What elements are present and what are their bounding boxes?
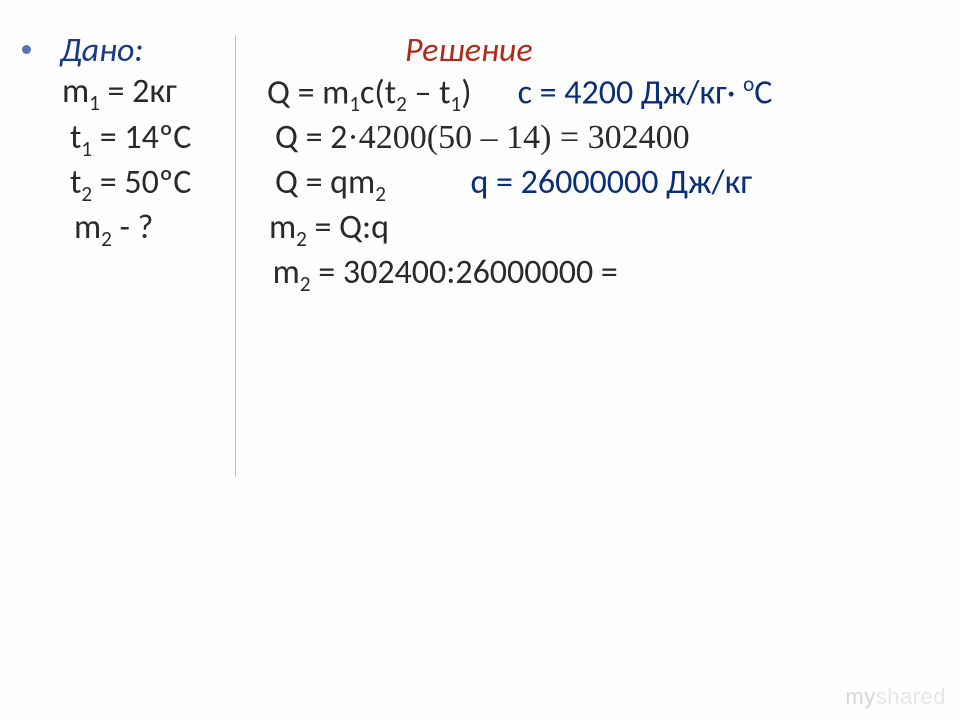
given-text: 1 (89, 90, 100, 116)
row-2: t1 = 14ºС Q = 2·4200(50 – 14) = 302400 (60, 117, 920, 162)
sol-text: 2 (296, 226, 307, 252)
solution-label: Решение (405, 30, 533, 71)
given-text: 2 (81, 181, 92, 207)
given-text: = 14ºС (92, 117, 191, 158)
bullet-icon (22, 45, 31, 54)
header-row: Дано: Решение (60, 30, 920, 71)
sol-text: 1 (451, 91, 462, 117)
sol-text: = 302400:26000000 = (311, 252, 618, 293)
sol-text: 2 (300, 270, 311, 296)
row-4: m2 - ? m2 = Q:q (60, 207, 920, 252)
given-text: - ? (112, 207, 154, 248)
sol-text: ) (461, 72, 471, 113)
const-text: q = 26000000 Дж/кг (386, 162, 752, 203)
row-3: t2 = 50ºС Q = qm2 q = 26000000 Дж/кг (60, 162, 920, 207)
given-text: t (70, 162, 81, 203)
sol-text: = Q:q (307, 207, 389, 248)
given-text: m (62, 71, 89, 112)
sol-text: – t (407, 72, 451, 113)
sol-text: m (269, 207, 296, 248)
sol-text: 1 (349, 91, 360, 117)
content-area: Дано: Решение m1 = 2кг Q = m1c(t2 – t1) … (60, 30, 920, 296)
sol-text: 2 (375, 181, 386, 207)
sol-text: Q = qm (275, 162, 375, 203)
slide: Дано: Решение m1 = 2кг Q = m1c(t2 – t1) … (0, 0, 960, 720)
row-1: m1 = 2кг Q = m1c(t2 – t1) с = 4200 Дж/кг… (60, 71, 920, 117)
given-text: m (74, 207, 101, 248)
given-text: 1 (81, 136, 92, 162)
given-text: = 2кг (100, 71, 177, 112)
sol-text: 2 (396, 91, 407, 117)
const-text: с = 4200 Дж/кг· (472, 72, 744, 113)
const-text: o (743, 71, 754, 97)
sol-text: Q = m (267, 72, 349, 113)
sol-text: Q = 2 (275, 117, 347, 158)
sol-text: ·4200(50 – 14) = 302400 (347, 119, 689, 156)
given-text: = 50ºС (92, 162, 191, 203)
given-text: 2 (101, 226, 112, 252)
vertical-divider (235, 35, 236, 477)
watermark: myshared (845, 684, 946, 710)
given-text: t (70, 117, 81, 158)
given-label: Дано: (60, 30, 144, 71)
sol-text: m (265, 252, 300, 293)
const-text: С (754, 72, 772, 113)
sol-text: c(t (360, 72, 396, 113)
row-5: m2 = 302400:26000000 = (60, 252, 920, 297)
